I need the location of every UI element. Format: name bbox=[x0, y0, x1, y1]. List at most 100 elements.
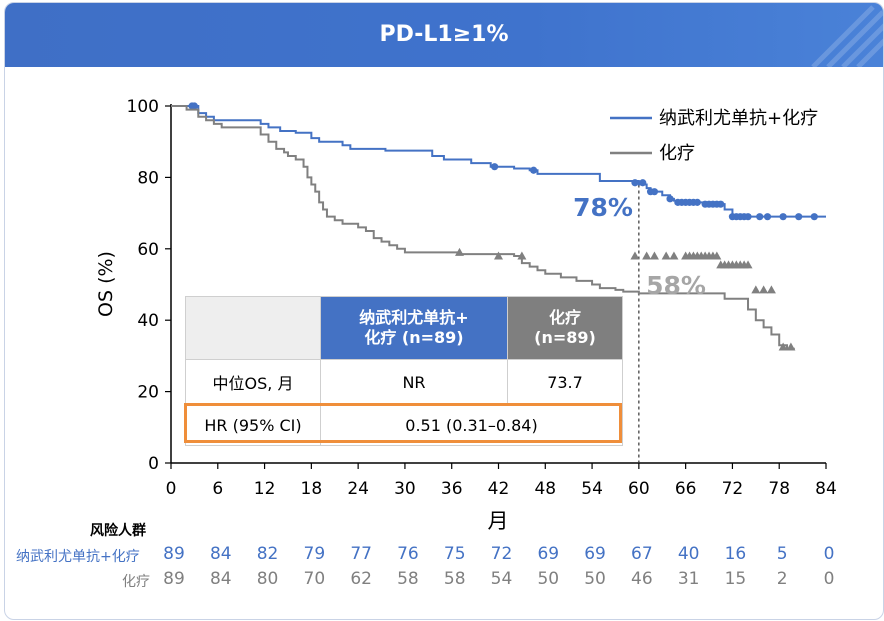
x-tick-label: 48 bbox=[534, 479, 556, 499]
x-tick-label: 54 bbox=[581, 479, 603, 499]
risk-value-combo: 69 bbox=[537, 544, 560, 564]
x-tick-label: 78 bbox=[768, 479, 790, 499]
median-os-chemo: 73.7 bbox=[507, 359, 623, 405]
censor-mark-combo bbox=[810, 213, 818, 221]
x-tick-label: 12 bbox=[254, 479, 276, 499]
censor-mark-combo bbox=[666, 195, 674, 203]
censor-mark-chemo bbox=[759, 285, 769, 294]
table-header-combo: 纳武利尤单抗+ 化疗 (n=89) bbox=[320, 296, 508, 360]
y-tick-label: 80 bbox=[137, 168, 159, 188]
y-axis-title: OS (%) bbox=[95, 251, 117, 317]
risk-value-chemo: 89 bbox=[163, 569, 185, 589]
header-chemo-line2: (n=89) bbox=[534, 328, 596, 347]
censor-mark-chemo bbox=[712, 251, 722, 260]
risk-title: 风险人群 bbox=[90, 523, 146, 539]
censor-mark-combo bbox=[650, 188, 659, 196]
chart-header: PD-L1≥1% bbox=[5, 3, 883, 67]
y-tick-label: 40 bbox=[137, 311, 159, 331]
censor-mark-chemo bbox=[642, 251, 652, 260]
risk-value-combo: 76 bbox=[397, 544, 419, 564]
x-tick-label: 18 bbox=[301, 479, 323, 499]
risk-value-combo: 69 bbox=[584, 544, 606, 564]
x-tick-label: 84 bbox=[815, 479, 837, 499]
risk-value-chemo: 50 bbox=[537, 569, 560, 589]
chart-card: PD-L1≥1% bbox=[4, 2, 884, 620]
y-tick-label: 100 bbox=[127, 97, 159, 117]
risk-value-chemo: 62 bbox=[350, 569, 372, 589]
x-tick-label: 66 bbox=[675, 479, 697, 499]
censor-mark-chemo bbox=[649, 251, 659, 260]
x-tick-label: 24 bbox=[347, 479, 369, 499]
x-tick-label: 30 bbox=[394, 479, 416, 499]
legend-label-chemo: 化疗 bbox=[659, 143, 695, 164]
risk-value-chemo: 0 bbox=[823, 569, 835, 589]
censor-mark-chemo bbox=[517, 251, 527, 260]
hr-value: 0.51 (0.31–0.84) bbox=[320, 404, 623, 446]
header-combo-line2: 化疗 (n=89) bbox=[364, 328, 464, 347]
table-row-median-os: 中位OS, 月 NR 73.7 bbox=[185, 359, 623, 405]
censor-mark-chemo bbox=[778, 342, 788, 351]
x-axis-title: 月 bbox=[488, 509, 509, 533]
risk-value-chemo: 54 bbox=[490, 569, 513, 589]
censor-mark-combo bbox=[529, 166, 538, 174]
hr-highlight-box bbox=[184, 403, 622, 443]
x-tick-label: 42 bbox=[488, 479, 510, 499]
censor-mark-chemo bbox=[786, 342, 796, 351]
risk-value-combo: 0 bbox=[823, 544, 835, 564]
censor-mark-chemo bbox=[661, 251, 671, 260]
risk-value-combo: 82 bbox=[256, 544, 279, 564]
risk-value-combo: 5 bbox=[776, 544, 788, 564]
censor-mark-chemo bbox=[630, 251, 640, 260]
x-tick-label: 36 bbox=[441, 479, 463, 499]
censor-mark-chemo bbox=[766, 285, 776, 294]
censor-mark-combo bbox=[631, 179, 639, 187]
series-line-combo bbox=[171, 105, 826, 218]
risk-value-combo: 67 bbox=[631, 544, 653, 564]
y-tick-label: 60 bbox=[137, 240, 159, 260]
table-header-chemo: 化疗 (n=89) bbox=[507, 296, 623, 360]
table-corner bbox=[185, 296, 321, 360]
censor-mark-combo bbox=[693, 198, 701, 206]
y-tick-label: 20 bbox=[137, 383, 159, 403]
risk-value-combo: 72 bbox=[490, 544, 513, 564]
risk-value-combo: 84 bbox=[209, 544, 232, 564]
end-label-chemo: 58% bbox=[646, 271, 706, 300]
risk-value-chemo: 84 bbox=[209, 569, 232, 589]
risk-value-combo: 40 bbox=[677, 544, 700, 564]
risk-value-chemo: 70 bbox=[303, 569, 326, 589]
median-os-combo: NR bbox=[320, 359, 508, 405]
y-tick-label: 0 bbox=[148, 454, 159, 474]
censor-mark-combo bbox=[779, 213, 787, 221]
censor-mark-combo bbox=[639, 179, 647, 187]
risk-value-chemo: 31 bbox=[677, 569, 700, 589]
chart-title: PD-L1≥1% bbox=[379, 22, 509, 47]
censor-mark-combo bbox=[756, 213, 764, 221]
table-header-row: 纳武利尤单抗+ 化疗 (n=89) 化疗 (n=89) bbox=[185, 296, 623, 360]
censor-mark-chemo bbox=[669, 251, 679, 260]
hr-label: HR (95% CI) bbox=[185, 404, 321, 446]
censor-mark-combo bbox=[744, 213, 752, 221]
risk-value-combo: 79 bbox=[303, 544, 326, 564]
censor-mark-chemo bbox=[455, 247, 465, 256]
risk-value-chemo: 50 bbox=[584, 569, 606, 589]
median-os-label: 中位OS, 月 bbox=[185, 359, 321, 405]
censor-mark-combo bbox=[190, 102, 198, 110]
censor-mark-chemo bbox=[751, 285, 761, 294]
risk-value-chemo: 2 bbox=[776, 569, 788, 589]
end-label-combo: 78% bbox=[573, 193, 633, 222]
censor-mark-combo bbox=[491, 163, 499, 171]
summary-table: 纳武利尤单抗+ 化疗 (n=89) 化疗 (n=89) 中位OS, 月 NR 7… bbox=[185, 296, 623, 446]
risk-value-combo: 75 bbox=[443, 544, 466, 564]
legend-label-combo: 纳武利尤单抗+化疗 bbox=[659, 108, 818, 129]
censor-mark-combo bbox=[763, 213, 772, 221]
censor-mark-chemo bbox=[743, 260, 753, 269]
table-row-hr: HR (95% CI) 0.51 (0.31–0.84) bbox=[185, 404, 623, 446]
censor-mark-combo bbox=[717, 200, 725, 208]
x-tick-label: 0 bbox=[166, 479, 177, 499]
header-chemo-line1: 化疗 bbox=[548, 308, 581, 327]
censor-mark-combo bbox=[795, 213, 803, 221]
header-decoration bbox=[811, 5, 883, 67]
risk-value-combo: 89 bbox=[163, 544, 185, 564]
risk-value-chemo: 46 bbox=[631, 569, 653, 589]
